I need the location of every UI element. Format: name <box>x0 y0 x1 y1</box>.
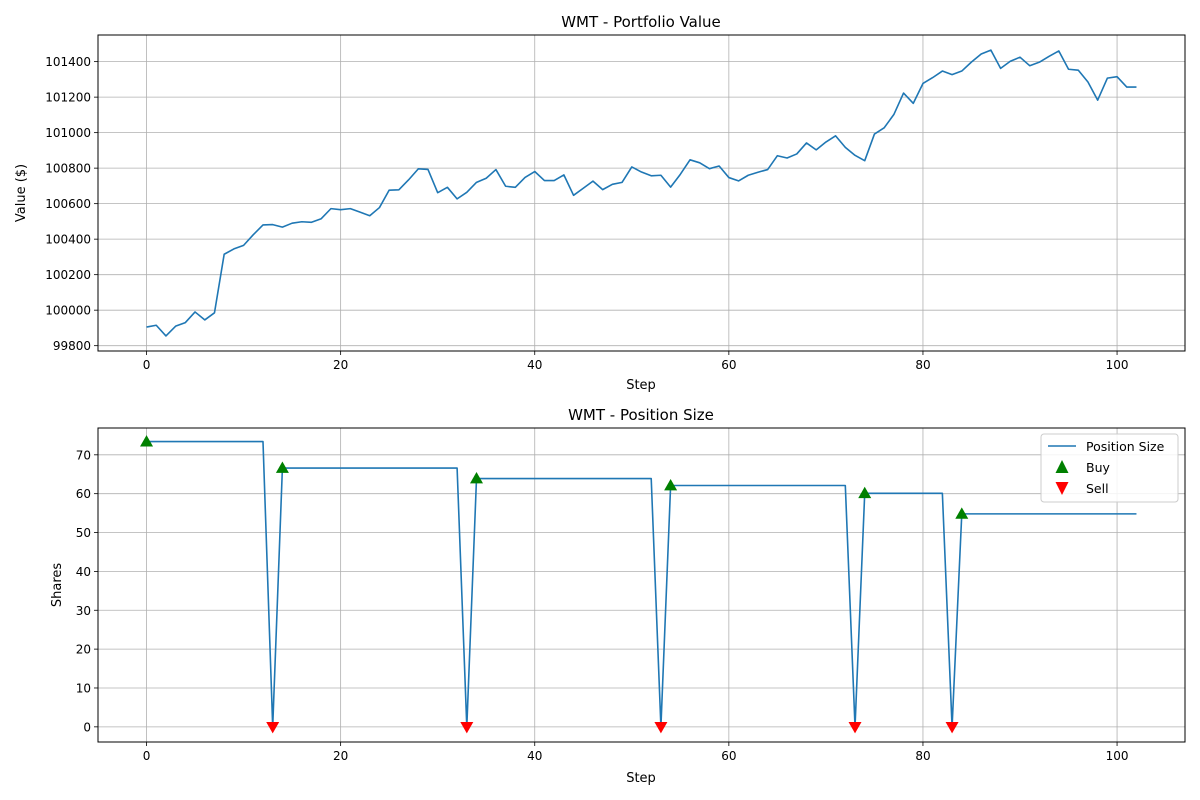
y-tick-label: 10 <box>76 681 91 695</box>
y-tick-label: 0 <box>83 720 91 734</box>
sell-marker <box>266 721 280 734</box>
y-tick-label: 101000 <box>45 126 91 140</box>
y-tick-label: 100200 <box>45 268 91 282</box>
y-tick-label: 100000 <box>45 304 91 318</box>
buy-marker <box>858 486 872 499</box>
axes-frame <box>97 34 1186 352</box>
y-tick-label: 101200 <box>45 91 91 105</box>
buy-marker <box>955 507 969 519</box>
y-tick-label: 70 <box>76 448 91 462</box>
legend-sell: Sell <box>1086 481 1109 496</box>
sell-marker <box>848 721 862 734</box>
grid <box>98 35 1185 351</box>
y-tick-label: 50 <box>76 526 91 540</box>
y-tick-label: 30 <box>76 604 91 618</box>
x-tick-label: 100 <box>1106 358 1129 372</box>
x-tick-label: 0 <box>143 749 151 763</box>
legend-position-size: Position Size <box>1086 439 1165 454</box>
x-tick-label: 40 <box>527 749 542 763</box>
x-tick-label: 20 <box>333 749 348 763</box>
y-tick-label: 101400 <box>45 55 91 69</box>
x-tick-label: 60 <box>721 358 736 372</box>
chart-title: WMT - Portfolio Value <box>561 13 721 31</box>
x-tick-label: 80 <box>915 749 930 763</box>
legend-box <box>1040 433 1179 503</box>
x-tick-label: 100 <box>1106 749 1129 763</box>
buy-marker <box>275 461 289 473</box>
sell-marker <box>945 721 959 734</box>
x-tick-label: 80 <box>915 358 930 372</box>
legend-buy: Buy <box>1086 460 1110 475</box>
x-tick-label: 60 <box>721 749 736 763</box>
ticks: 0 20 40 60 80 100 0 10 20 30 40 50 60 70 <box>76 448 1129 763</box>
plot-area <box>146 49 1137 337</box>
chart-title: WMT - Position Size <box>568 406 714 424</box>
legend: Position Size Buy Sell <box>1040 433 1179 503</box>
buy-marker <box>664 479 678 491</box>
x-tick-label: 0 <box>143 358 151 372</box>
y-tick-label: 100400 <box>45 233 91 247</box>
y-axis-label: Shares <box>50 563 65 608</box>
buy-marker <box>470 472 484 484</box>
y-tick-label: 40 <box>76 565 91 579</box>
x-axis-label: Step <box>626 378 656 393</box>
portfolio-value-chart: WMT - Portfolio Value 0 20 40 60 80 100 99800 1… <box>14 13 1186 393</box>
plot-area <box>140 435 1137 734</box>
legend-sell-marker <box>1055 482 1069 495</box>
y-tick-label: 100600 <box>45 197 91 211</box>
y-tick-label: 99800 <box>53 339 91 353</box>
axes-frame <box>97 427 1186 743</box>
y-tick-label: 20 <box>76 643 91 657</box>
y-tick-label: 60 <box>76 487 91 501</box>
x-axis-label: Step <box>626 771 656 786</box>
y-tick-label: 100800 <box>45 162 91 176</box>
legend-buy-marker <box>1055 460 1069 473</box>
buy-marker <box>140 435 154 447</box>
position-size-chart: WMT - Position Size 0 20 40 60 80 100 0 10 20 30 4… <box>50 406 1186 786</box>
ticks: 0 20 40 60 80 100 99800 100000 100200 100400 10060… <box>45 55 1128 372</box>
grid <box>98 428 1185 742</box>
y-axis-label: Value ($) <box>14 164 29 222</box>
sell-marker <box>460 721 474 734</box>
series-line <box>146 49 1137 337</box>
x-tick-label: 40 <box>527 358 542 372</box>
sell-marker <box>654 721 668 734</box>
x-tick-label: 20 <box>333 358 348 372</box>
